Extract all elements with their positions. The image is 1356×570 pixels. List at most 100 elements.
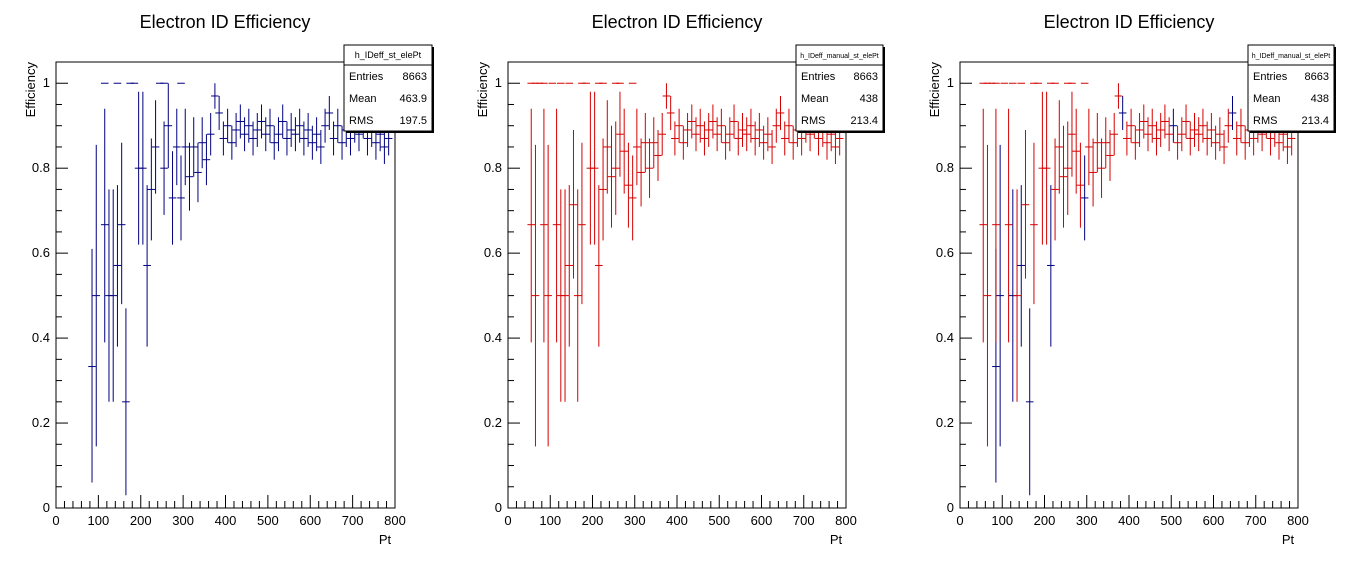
data-point	[1161, 104, 1169, 139]
data-point	[700, 121, 709, 156]
data-point	[755, 112, 764, 147]
data-point	[1241, 125, 1249, 160]
data-point	[1169, 108, 1178, 143]
data-point	[261, 117, 270, 152]
data-point	[236, 104, 245, 139]
data-point	[333, 108, 342, 143]
data-point	[772, 108, 781, 143]
data-point	[1203, 121, 1211, 156]
data-point	[713, 117, 721, 152]
x-tick-label: 0	[52, 513, 59, 528]
y-axis-title: Efficiency	[23, 62, 38, 118]
stats-rms-label: RMS	[1253, 115, 1277, 127]
data-point	[1139, 104, 1148, 139]
stats-box-name: h_IDeff_manual_st_elePt	[1252, 53, 1331, 60]
stats-mean-label: Mean	[349, 93, 377, 105]
data-point	[1068, 91, 1076, 177]
stats-rms-value: 213.4	[850, 115, 878, 127]
data-point	[253, 112, 262, 147]
y-tick-label: 0.2	[484, 415, 502, 430]
y-tick-label: 1	[495, 75, 502, 90]
data-point	[734, 121, 743, 156]
data-point	[751, 121, 759, 156]
data-point	[198, 117, 206, 169]
x-tick-label: 500	[1160, 513, 1182, 528]
data-point	[1025, 308, 1034, 496]
data-point	[721, 125, 730, 160]
stats-box-name: h_IDeff_st_elePt	[355, 50, 422, 60]
chart-title: Electron ID Efficiency	[592, 12, 763, 32]
data-point	[1182, 104, 1190, 139]
data-point	[1148, 108, 1157, 143]
data-point	[531, 144, 540, 447]
y-tick-label: 0	[43, 500, 50, 515]
x-tick-label: 800	[1287, 513, 1309, 528]
data-point	[245, 108, 253, 143]
data-point	[1089, 138, 1097, 207]
data-point	[696, 108, 705, 143]
stats-box-frame	[1247, 44, 1335, 132]
x-tick-label: 600	[1203, 513, 1225, 528]
data-point	[1194, 117, 1203, 152]
data-point	[1017, 185, 1026, 347]
data-point	[274, 117, 283, 152]
stats-box: h_IDeff_st_elePt Entries 8663 Mean 463.9 RMS 1…	[343, 44, 434, 133]
data-point	[113, 185, 122, 347]
data-point	[380, 129, 389, 164]
data-point	[1080, 155, 1089, 241]
data-point	[321, 108, 329, 143]
y-tick-label: 0.8	[32, 160, 50, 175]
data-point	[295, 108, 304, 143]
data-point	[249, 121, 257, 156]
x-tick-label: 400	[215, 513, 237, 528]
data-point	[747, 108, 755, 143]
data-point	[312, 117, 321, 152]
data-point	[1165, 117, 1173, 152]
data-point	[561, 189, 569, 402]
data-point	[1144, 117, 1152, 152]
data-point	[687, 104, 696, 139]
data-point	[1047, 185, 1055, 347]
data-point	[1237, 108, 1245, 143]
data-point	[139, 91, 147, 245]
y-tick-label: 0.8	[936, 160, 954, 175]
x-tick-label: 200	[582, 513, 604, 528]
series-1	[992, 95, 1237, 496]
data-point	[283, 121, 291, 156]
data-point	[278, 104, 287, 139]
data-point	[1101, 117, 1110, 169]
data-point	[569, 129, 578, 279]
data-point	[590, 91, 599, 245]
data-point	[172, 108, 181, 186]
stats-mean-label: Mean	[801, 93, 829, 105]
data-point	[738, 112, 747, 147]
data-point	[633, 108, 641, 186]
data-point	[1042, 91, 1051, 245]
data-point	[1059, 125, 1068, 228]
data-point	[1030, 142, 1038, 305]
y-axis-title: Efficiency	[475, 62, 490, 118]
y-tick-label: 0.4	[936, 330, 954, 345]
data-point	[117, 142, 126, 305]
data-point	[1127, 108, 1135, 143]
x-tick-label: 800	[835, 513, 857, 528]
stats-mean-value: 438	[860, 93, 878, 105]
x-tick-label: 700	[342, 513, 364, 528]
data-point	[544, 144, 552, 447]
x-axis-title: Pt	[830, 532, 843, 547]
x-tick-label: 300	[1076, 513, 1098, 528]
x-tick-label: 700	[1245, 513, 1267, 528]
data-point	[1199, 108, 1207, 143]
y-tick-label: 0.6	[936, 245, 954, 260]
data-point	[540, 108, 548, 343]
stats-box-frame	[343, 44, 433, 132]
x-tick-label: 100	[991, 513, 1013, 528]
y-tick-label: 0.2	[936, 415, 954, 430]
plot-frame	[959, 61, 1299, 509]
data-point	[1228, 95, 1237, 130]
x-axis-title: Pt	[379, 532, 392, 547]
stats-entries-value: 8663	[1305, 71, 1329, 83]
data-point	[1216, 117, 1224, 152]
data-point	[759, 125, 768, 160]
